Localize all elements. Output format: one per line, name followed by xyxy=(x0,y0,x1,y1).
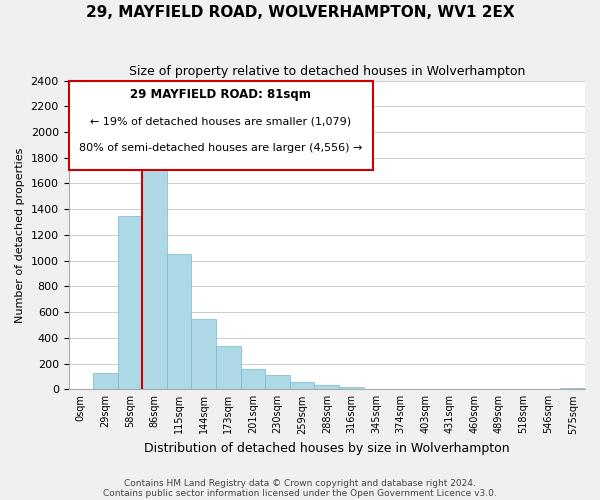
Text: 80% of semi-detached houses are larger (4,556) →: 80% of semi-detached houses are larger (… xyxy=(79,143,362,153)
Bar xyxy=(241,368,265,390)
Bar xyxy=(290,382,314,390)
Text: ← 19% of detached houses are smaller (1,079): ← 19% of detached houses are smaller (1,… xyxy=(91,116,352,126)
Title: Size of property relative to detached houses in Wolverhampton: Size of property relative to detached ho… xyxy=(128,65,525,78)
Bar xyxy=(560,388,585,390)
Bar xyxy=(339,388,364,390)
Bar xyxy=(265,375,290,390)
FancyBboxPatch shape xyxy=(68,80,373,170)
Text: 29, MAYFIELD ROAD, WOLVERHAMPTON, WV1 2EX: 29, MAYFIELD ROAD, WOLVERHAMPTON, WV1 2E… xyxy=(86,5,514,20)
Bar xyxy=(167,254,191,390)
Y-axis label: Number of detached properties: Number of detached properties xyxy=(15,147,25,322)
Bar xyxy=(191,318,216,390)
Bar xyxy=(364,388,388,390)
Bar xyxy=(142,145,167,390)
Bar xyxy=(536,388,560,390)
Text: 29 MAYFIELD ROAD: 81sqm: 29 MAYFIELD ROAD: 81sqm xyxy=(130,88,311,101)
Bar xyxy=(314,386,339,390)
Bar xyxy=(216,346,241,390)
Bar xyxy=(93,373,118,390)
Text: Contains HM Land Registry data © Crown copyright and database right 2024.: Contains HM Land Registry data © Crown c… xyxy=(124,478,476,488)
Text: Contains public sector information licensed under the Open Government Licence v3: Contains public sector information licen… xyxy=(103,488,497,498)
X-axis label: Distribution of detached houses by size in Wolverhampton: Distribution of detached houses by size … xyxy=(144,442,509,455)
Bar xyxy=(118,216,142,390)
